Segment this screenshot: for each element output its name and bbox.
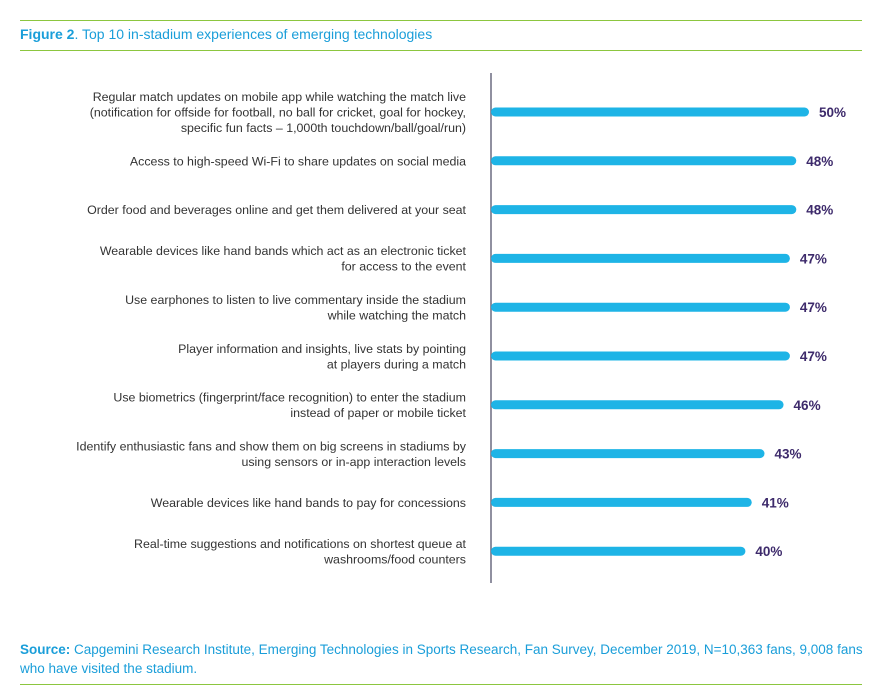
value-label-10: 40% [755,544,782,559]
bar-1 [491,107,809,117]
category-label-line: instead of paper or mobile ticket [290,406,466,420]
figure-label: Figure 2 [20,26,75,42]
category-label-line: Player information and insights, live st… [178,342,466,356]
category-label-line: Identify enthusiastic fans and show them… [76,439,467,453]
category-label-line: Use biometrics (fingerprint/face recogni… [113,391,466,405]
category-label-7: Use biometrics (fingerprint/face recogni… [113,391,466,421]
value-label-2: 48% [806,154,833,169]
bar-9 [491,497,752,507]
category-label-6: Player information and insights, live st… [178,342,466,372]
title-rule [20,50,862,51]
source-label: Source: [20,642,71,657]
figure-title-text: . Top 10 in-stadium experiences of emerg… [74,26,433,42]
figure-title: Figure 2. Top 10 in-stadium experiences … [20,26,432,42]
bottom-rule [20,684,862,685]
category-label-line: using sensors or in-app interaction leve… [241,455,466,469]
value-label-1: 50% [819,105,846,120]
bar-7 [491,400,784,410]
category-label-line: while watching the match [327,308,467,322]
bars-group: 50% Regular match updates on mobile app w… [76,90,846,566]
category-label-8: Identify enthusiastic fans and show them… [76,439,467,469]
category-label-2: Access to high-speed Wi-Fi to share upda… [130,154,466,168]
value-label-8: 43% [774,447,801,462]
top-rule [20,20,862,21]
category-label-line: Regular match updates on mobile app whil… [93,90,466,104]
category-label-line: Order food and beverages online and get … [87,203,466,217]
category-label-line: (notification for offside for football, … [90,106,466,120]
bar-2 [491,156,797,166]
category-label-10: Real-time suggestions and notifications … [134,537,467,567]
bar-chart: 50% Regular match updates on mobile app w… [76,73,846,583]
category-label-line: washrooms/food counters [323,552,466,566]
category-label-5: Use earphones to listen to live commenta… [125,293,466,323]
category-label-9: Wearable devices like hand bands to pay … [151,496,466,510]
value-label-4: 47% [800,251,827,266]
category-label-1: Regular match updates on mobile app whil… [90,90,466,135]
category-label-line: at players during a match [327,357,466,371]
value-label-3: 48% [806,203,833,218]
category-label-line: Wearable devices like hand bands which a… [100,244,467,258]
category-label-line: specific fun facts – 1,000th touchdown/b… [181,121,466,135]
source-text: Capgemini Research Institute, Emerging T… [20,642,863,676]
source-note: Source: Capgemini Research Institute, Em… [20,640,870,678]
value-label-9: 41% [762,495,789,510]
bar-8 [491,449,765,459]
category-label-4: Wearable devices like hand bands which a… [100,244,467,274]
category-label-line: Access to high-speed Wi-Fi to share upda… [130,154,466,168]
bar-6 [491,351,790,361]
category-label-line: Real-time suggestions and notifications … [134,537,467,551]
value-label-7: 46% [794,398,821,413]
bar-4 [491,253,790,263]
bar-10 [491,546,746,556]
category-label-line: Wearable devices like hand bands to pay … [151,496,466,510]
category-label-3: Order food and beverages online and get … [87,203,466,217]
category-label-line: Use earphones to listen to live commenta… [125,293,466,307]
value-label-5: 47% [800,300,827,315]
bar-3 [491,205,797,215]
value-label-6: 47% [800,349,827,364]
bar-5 [491,302,790,312]
category-label-line: for access to the event [341,260,466,274]
